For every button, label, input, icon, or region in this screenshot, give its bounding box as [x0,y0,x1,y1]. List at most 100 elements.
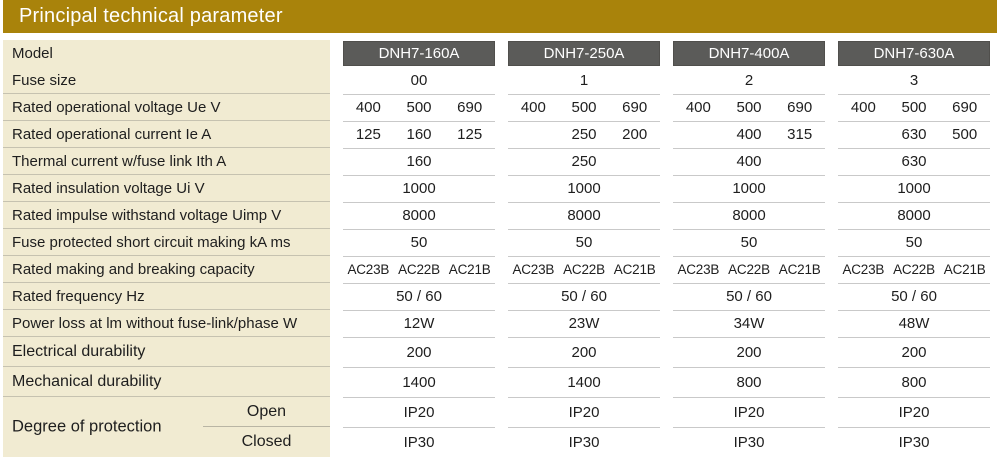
current-value: 250 [571,126,597,143]
current-cell: 250 200 [508,122,660,149]
model-badge: DNH7-250A [508,41,660,66]
model-badge-row: DNH7-250A [508,41,660,68]
fuse-size-cell: 00 [343,68,495,95]
product-column-dnh7-160a: DNH7-160A 00 400 500 690 125 160 125 160… [343,40,495,457]
impulse-voltage-cell: 8000 [838,203,990,230]
protection-closed-cell: IP30 [898,434,930,451]
current-value: 315 [787,126,813,143]
insulation-voltage-cell: 1000 [343,176,495,203]
short-circuit-cell: 50 [673,230,825,257]
degree-sublabels: Open Closed [203,397,330,457]
frequency-cell: 50 / 60 [343,284,495,311]
row-label-short-circuit: Fuse protected short circuit making kA m… [3,229,330,256]
row-label-power-loss: Power loss at lm without fuse-link/phase… [3,310,330,337]
impulse-voltage-cell: 8000 [343,203,495,230]
voltage-cell: 400 500 690 [673,95,825,122]
ac-category: AC21B [448,262,491,277]
current-value [838,122,889,148]
voltage-value: 400 [685,99,711,116]
row-label-insulation: Rated insulation voltage Ui V [3,175,330,202]
voltage-value: 400 [520,99,546,116]
page-title: Principal technical parameter [3,0,997,33]
model-badge-row: DNH7-400A [673,41,825,68]
voltage-cell: 400 500 690 [343,95,495,122]
row-label-rated-voltage: Rated operational voltage Ue V [3,94,330,121]
mechanical-durability-cell: 1400 [343,368,495,398]
frequency-cell: 50 / 60 [673,284,825,311]
voltage-value: 500 [406,99,432,116]
ac-category: AC23B [677,262,720,277]
current-value [508,122,559,148]
model-badge: DNH7-160A [343,41,495,66]
power-loss-cell: 12W [343,311,495,338]
ac-category: AC21B [613,262,656,277]
short-circuit-cell: 50 [343,230,495,257]
electrical-durability-cell: 200 [343,338,495,368]
current-cell: 630 500 [838,122,990,149]
row-label-making-breaking: Rated making and breaking capacity [3,256,330,283]
electrical-durability-cell: 200 [838,338,990,368]
current-value: 125 [355,126,381,143]
product-column-dnh7-630a: DNH7-630A 3 400 500 690 630 500 630 1000… [838,40,990,457]
making-breaking-cell: AC23B AC22B AC21B [838,257,990,284]
row-label-thermal-current: Thermal current w/fuse link Ith A [3,148,330,175]
row-label-fuse-size: Fuse size [3,67,330,94]
protection-closed-cell: IP30 [403,434,435,451]
row-label-impulse: Rated impulse withstand voltage Uimp V [3,202,330,229]
current-value: 630 [901,126,927,143]
fuse-size-cell: 2 [673,68,825,95]
ac-category: AC21B [943,262,986,277]
mechanical-durability-cell: 800 [673,368,825,398]
mechanical-durability-cell: 800 [838,368,990,398]
model-badge: DNH7-630A [838,41,990,66]
insulation-voltage-cell: 1000 [508,176,660,203]
voltage-value: 690 [457,99,483,116]
thermal-current-cell: 630 [838,149,990,176]
protection-open-cell: IP20 [838,398,990,428]
voltage-value: 500 [736,99,762,116]
making-breaking-cell: AC23B AC22B AC21B [508,257,660,284]
ac-category: AC22B [398,262,440,277]
ac-category: AC23B [512,262,555,277]
voltage-value: 690 [622,99,648,116]
current-cell: 400 315 [673,122,825,149]
ac-category: AC22B [728,262,770,277]
insulation-voltage-cell: 1000 [838,176,990,203]
row-label-rated-current: Rated operational current Ie A [3,121,330,148]
protection-open-cell: IP20 [508,398,660,428]
protection-open-cell: IP20 [343,398,495,428]
voltage-value: 690 [952,99,978,116]
model-badge-row: DNH7-630A [838,41,990,68]
voltage-value: 500 [901,99,927,116]
voltage-value: 500 [571,99,597,116]
voltage-value: 690 [787,99,813,116]
fuse-size-cell: 3 [838,68,990,95]
parameter-labels-column: Model Fuse size Rated operational voltag… [3,40,330,457]
row-label-degree-of-protection: Degree of protection Open Closed [3,397,330,457]
product-column-dnh7-400a: DNH7-400A 2 400 500 690 400 315 400 1000… [673,40,825,457]
voltage-cell: 400 500 690 [838,95,990,122]
ac-category: AC23B [347,262,390,277]
current-value: 160 [406,126,432,143]
electrical-durability-cell: 200 [673,338,825,368]
ac-category: AC22B [893,262,935,277]
current-value [673,122,724,148]
insulation-voltage-cell: 1000 [673,176,825,203]
model-badge-row: DNH7-160A [343,41,495,68]
protection-open-cell: IP20 [673,398,825,428]
current-cell: 125 160 125 [343,122,495,149]
current-value: 125 [457,126,483,143]
electrical-durability-cell: 200 [508,338,660,368]
voltage-value: 400 [355,99,381,116]
impulse-voltage-cell: 8000 [508,203,660,230]
frequency-cell: 50 / 60 [838,284,990,311]
short-circuit-cell: 50 [838,230,990,257]
degree-closed-label: Closed [241,433,292,450]
model-badge: DNH7-400A [673,41,825,66]
voltage-value: 400 [850,99,876,116]
row-label-electrical-durability: Electrical durability [3,337,330,367]
degree-open-label: Open [203,397,330,427]
degree-of-protection-label: Degree of protection [12,417,162,436]
making-breaking-cell: AC23B AC22B AC21B [343,257,495,284]
protection-closed-cell: IP30 [733,434,765,451]
